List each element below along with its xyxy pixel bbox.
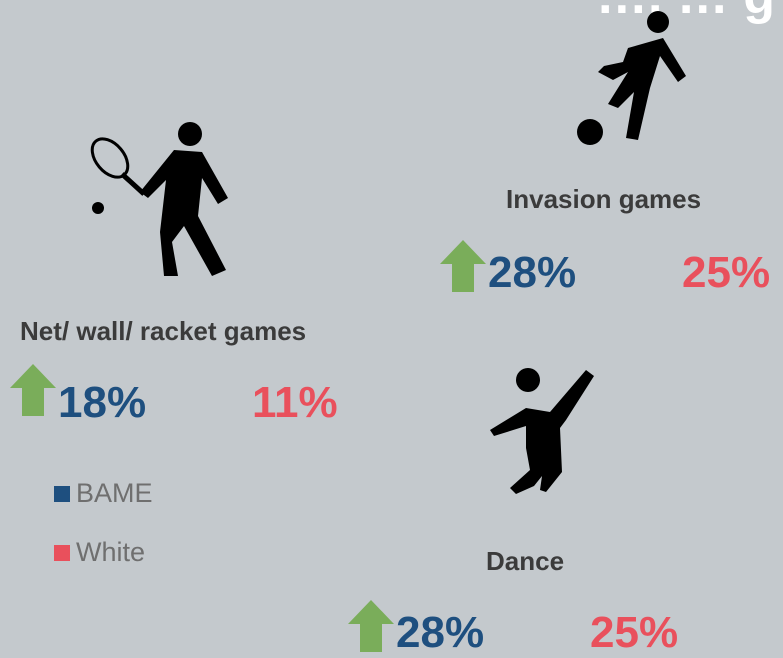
legend-label-bame: BAME <box>76 478 153 508</box>
dancer-icon <box>490 368 594 494</box>
bame-percentage: 18% <box>58 378 147 427</box>
bame-percentage: 28% <box>488 248 577 297</box>
white-percentage: 11% <box>252 378 338 427</box>
football-player-icon <box>577 11 686 145</box>
white-percentage: 25% <box>682 248 771 297</box>
page-title: …, … g <box>0 0 783 26</box>
up-arrow-icon <box>348 600 394 652</box>
up-arrow-icon <box>440 240 486 292</box>
legend: BAME White <box>54 478 153 568</box>
legend-swatch-white <box>54 544 70 561</box>
up-arrow-icon <box>10 364 56 416</box>
legend-item-white: White <box>54 537 153 568</box>
white-percentage: 25% <box>590 608 679 657</box>
legend-swatch-bame <box>54 485 70 502</box>
legend-label-white: White <box>76 537 146 567</box>
sport-label-dance: Dance <box>486 546 565 576</box>
legend-item-bame: BAME <box>54 478 153 509</box>
sport-label-net-wall-racket: Net/ wall/ racket games <box>20 316 307 346</box>
tennis-player-icon <box>90 122 228 276</box>
bame-percentage: 28% <box>396 608 485 657</box>
sport-label-invasion: Invasion games <box>506 184 702 214</box>
